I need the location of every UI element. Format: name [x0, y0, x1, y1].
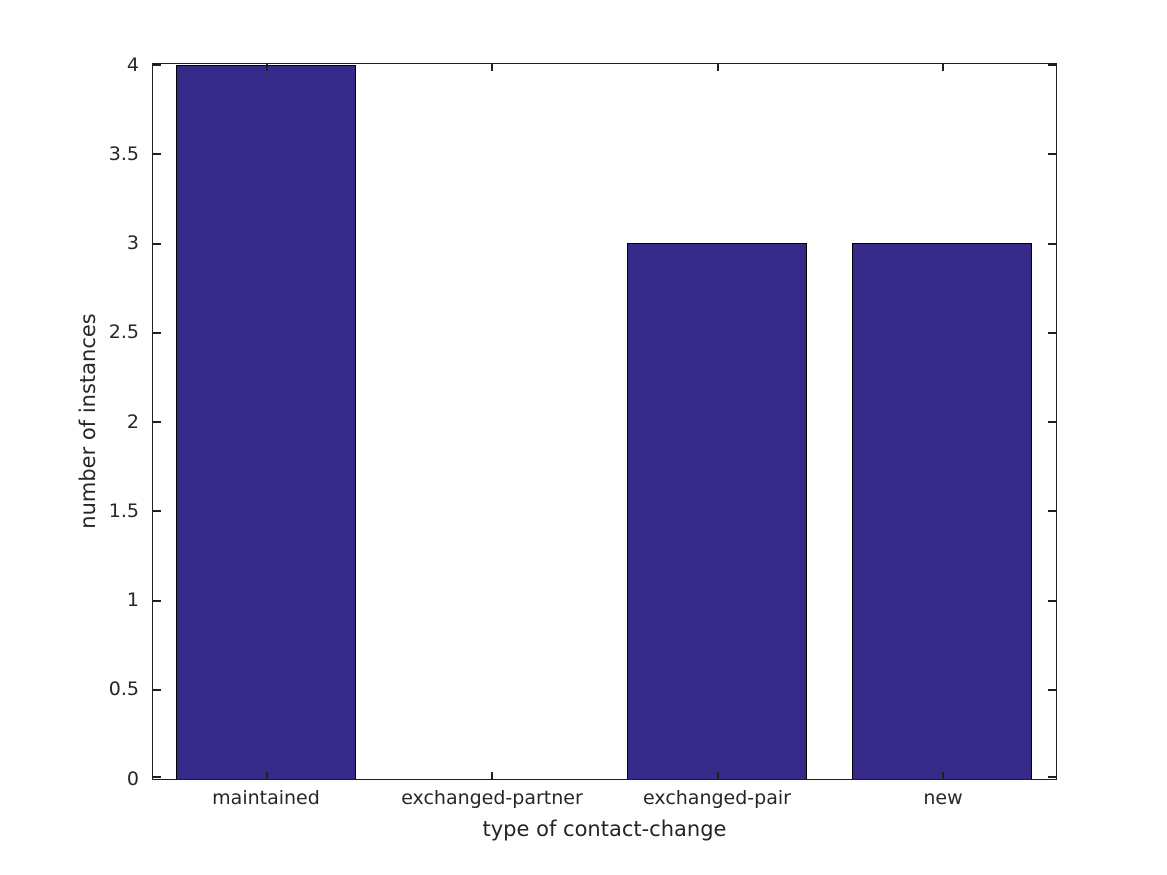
- y-tick-label: 3.5: [108, 143, 139, 165]
- bar-maintained: [176, 65, 356, 779]
- y-tick-mark: [1048, 243, 1056, 245]
- x-tick-label-maintained: maintained: [212, 787, 320, 809]
- x-tick-mark: [942, 64, 944, 71]
- bar-new: [852, 243, 1032, 779]
- y-tick-mark: [1048, 332, 1056, 334]
- x-tick-label-exchanged-partner: exchanged-partner: [401, 787, 583, 809]
- y-tick-mark: [1048, 510, 1056, 512]
- y-tick-mark: [153, 600, 161, 602]
- y-tick-mark: [153, 510, 161, 512]
- y-tick-mark: [1048, 776, 1056, 778]
- y-tick-label: 4: [126, 54, 139, 76]
- y-tick-labels: 0 0.5 1 1.5 2 2.5 3 3.5 4: [0, 54, 139, 790]
- plot-area: [152, 63, 1057, 780]
- bar-exchanged-pair: [627, 243, 807, 779]
- x-tick-label-exchanged-pair: exchanged-pair: [643, 787, 791, 809]
- y-tick-label: 1.5: [108, 500, 139, 522]
- y-tick-mark: [1048, 421, 1056, 423]
- y-tick-mark: [1048, 600, 1056, 602]
- y-tick-mark: [153, 776, 161, 778]
- y-tick-label: 0.5: [108, 678, 139, 700]
- y-tick-label: 3: [126, 232, 139, 254]
- y-tick-mark: [153, 64, 161, 66]
- x-tick-mark: [491, 64, 493, 71]
- y-tick-label: 2.5: [108, 321, 139, 343]
- y-tick-mark: [1048, 64, 1056, 66]
- y-tick-mark: [153, 689, 161, 691]
- x-tick-label-new: new: [923, 787, 963, 809]
- y-axis-label-text: number of instances: [76, 313, 100, 529]
- y-tick-mark: [1048, 153, 1056, 155]
- x-tick-mark: [717, 772, 719, 779]
- y-tick-mark: [153, 332, 161, 334]
- x-tick-mark: [942, 772, 944, 779]
- x-tick-mark: [717, 64, 719, 71]
- y-tick-mark: [153, 421, 161, 423]
- x-tick-mark: [266, 772, 268, 779]
- y-tick-label: 1: [126, 589, 139, 611]
- y-tick-mark: [153, 153, 161, 155]
- y-tick-label: 0: [126, 768, 139, 790]
- y-tick-mark: [153, 243, 161, 245]
- x-axis-label: type of contact-change: [482, 817, 727, 841]
- y-tick-label: 2: [126, 411, 139, 433]
- x-tick-mark: [266, 64, 268, 71]
- y-tick-mark: [1048, 689, 1056, 691]
- x-tick-mark: [491, 772, 493, 779]
